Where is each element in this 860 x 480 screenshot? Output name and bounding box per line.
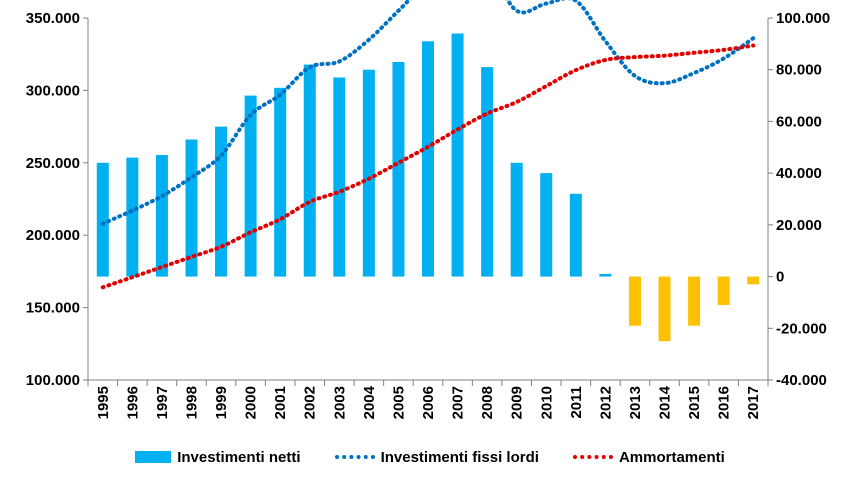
x-axis-year-label: 1998: [183, 386, 200, 419]
bar-investimenti-netti: [628, 276, 641, 326]
line-investimenti-fissi-lordi: [100, 0, 756, 226]
x-axis-year-label: 2013: [627, 386, 644, 419]
x-axis-year-label: 2017: [745, 386, 762, 419]
right-axis: -40.000 -20.000 0 20.000 40.000 60.000 80.000 1…: [767, 10, 830, 389]
x-axis-year-label: 2005: [390, 386, 407, 419]
bar-investimenti-netti: [717, 276, 730, 306]
x-axis-year-label: 2006: [420, 386, 437, 419]
bar-investimenti-netti: [155, 155, 168, 277]
bar-investimenti-netti: [481, 67, 494, 277]
left-axis-tick-label: 250.000: [26, 155, 80, 172]
right-axis-tick-label: 60.000: [776, 113, 822, 130]
legend-swatch-line: [334, 455, 375, 459]
legend-swatch-line: [572, 455, 613, 459]
left-axis-tick-label: 150.000: [26, 300, 80, 317]
bar-investimenti-netti: [362, 69, 375, 277]
legend-label: Ammortamenti: [618, 448, 725, 466]
right-axis-tick-label: 20.000: [776, 217, 822, 234]
legend-label: Investimenti fissi lordi: [380, 448, 539, 466]
x-axis-year-label: 2001: [272, 386, 289, 419]
bar-investimenti-netti: [392, 61, 405, 277]
x-axis-year-label: 2011: [568, 386, 585, 419]
right-axis-tick-label: 100.000: [776, 10, 830, 27]
x-axis-year-label: 2002: [302, 386, 319, 419]
x-axis-year-label: 2015: [686, 386, 703, 419]
x-axis-year-label: 1995: [95, 386, 112, 419]
x-axis-year-label: 1999: [213, 386, 230, 419]
bar-investimenti-netti: [747, 276, 760, 285]
right-axis-tick-label: -40.000: [776, 372, 827, 389]
legend: Investimenti netti Investimenti fissi lo…: [0, 446, 860, 468]
lines: [100, 0, 756, 290]
bar-investimenti-netti: [422, 41, 434, 277]
x-axis-year-label: 1997: [154, 386, 171, 419]
bar-investimenti-netti: [658, 276, 671, 342]
x-axis-year-label: 2010: [538, 386, 555, 419]
legend-label: Investimenti netti: [177, 448, 301, 466]
bar-investimenti-netti: [274, 87, 287, 277]
legend-swatch-bar: [135, 451, 172, 463]
left-axis: 100.000 150.000 200.000 250.000 300.000 350.0…: [26, 10, 89, 389]
bar-investimenti-netti: [510, 162, 523, 277]
x-axis-year-label: 2007: [450, 386, 467, 419]
x-axis-year-label: 2000: [243, 386, 260, 419]
chart: 100.000 150.000 200.000 250.000 300.000 350.0…: [26, 0, 830, 419]
x-axis-year-label: 2004: [361, 385, 378, 419]
left-axis-tick-label: 100.000: [26, 372, 80, 389]
bar-investimenti-netti: [599, 273, 612, 277]
bar-investimenti-netti: [185, 139, 198, 277]
bars-investimenti-netti: [96, 33, 760, 342]
legend-item-ammortamenti: Ammortamenti: [572, 448, 725, 466]
bar-investimenti-netti: [303, 64, 316, 277]
bar-investimenti-netti: [96, 162, 109, 277]
right-axis-tick-label: -20.000: [776, 320, 827, 337]
left-axis-tick-label: 350.000: [26, 10, 80, 27]
bar-investimenti-netti: [333, 77, 346, 277]
line-ammortamenti: [100, 43, 756, 290]
left-axis-tick-label: 200.000: [26, 227, 80, 244]
bar-investimenti-netti: [244, 95, 257, 277]
bar-investimenti-netti: [540, 173, 553, 277]
legend-item-investimenti-fissi-lordi: Investimenti fissi lordi: [334, 448, 539, 466]
right-axis-tick-label: 40.000: [776, 165, 822, 182]
x-axis-year-label: 2009: [509, 386, 526, 419]
x-axis-year-label: 2008: [479, 386, 496, 419]
x-axis-year-label: 2014: [657, 385, 674, 419]
x-axis-year-label: 2012: [597, 386, 614, 419]
bar-investimenti-netti: [451, 33, 464, 277]
right-axis-tick-label: 0: [776, 269, 784, 286]
x-axis-year-label: 2003: [331, 386, 348, 419]
right-axis-tick-label: 80.000: [776, 62, 822, 79]
bar-investimenti-netti: [688, 276, 701, 326]
x-axis-year-label: 2016: [716, 386, 733, 419]
bar-investimenti-netti: [126, 157, 139, 277]
left-axis-tick-label: 300.000: [26, 82, 80, 99]
x-axis-year-label: 1996: [124, 386, 141, 419]
x-axis: 1995 1996 1997 1998 1999 2000 2001 2002 2003 2004…: [87, 379, 769, 419]
legend-item-investimenti-netti: Investimenti netti: [135, 448, 301, 466]
bar-investimenti-netti: [215, 126, 228, 277]
bar-investimenti-netti: [569, 193, 582, 277]
